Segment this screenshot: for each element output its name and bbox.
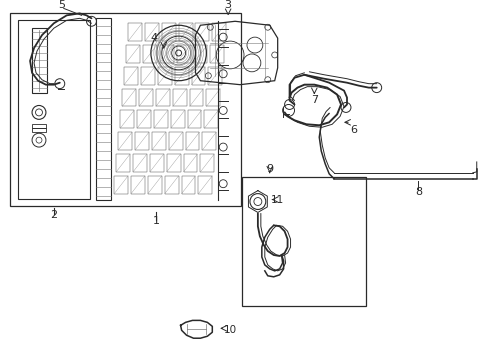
Bar [124,67,138,85]
Text: 4: 4 [150,33,157,43]
Bar [242,177,365,306]
Text: 8: 8 [414,186,421,197]
Bar [191,67,205,85]
Bar [32,28,47,93]
Text: 11: 11 [270,194,284,204]
Bar [32,128,46,132]
Bar [174,67,188,85]
Bar [135,132,149,150]
Bar [208,67,222,85]
Bar [118,132,132,150]
Bar [131,176,144,194]
Bar [178,23,192,41]
Text: 3: 3 [224,0,231,10]
Text: 2: 2 [50,210,57,220]
Bar [32,124,46,128]
Bar [114,176,128,194]
Bar [187,111,201,128]
Bar [156,89,169,107]
Bar [172,89,186,107]
Bar [170,111,184,128]
Bar [122,89,136,107]
Bar [206,89,220,107]
Bar [198,176,212,194]
Bar [162,23,175,41]
Text: 6: 6 [350,125,357,135]
Bar [202,132,216,150]
Bar [133,154,147,172]
Bar [148,176,162,194]
Bar [154,111,167,128]
Bar [10,13,241,207]
Text: 9: 9 [265,164,273,174]
Bar [193,45,207,63]
Bar [144,23,159,41]
Bar [142,45,157,63]
Bar [204,111,218,128]
Bar [160,45,173,63]
Text: 10: 10 [223,325,236,335]
Bar [139,89,153,107]
Bar [164,176,178,194]
Bar [210,45,224,63]
Bar [126,45,140,63]
Text: 1: 1 [152,216,159,226]
Bar [116,154,130,172]
Bar [200,154,214,172]
Bar [212,23,226,41]
Bar [150,154,163,172]
Bar [158,67,171,85]
Bar [185,132,199,150]
Bar [195,23,209,41]
Bar [176,45,190,63]
Bar [166,154,180,172]
Bar [189,89,203,107]
Bar [96,18,111,199]
Bar [152,132,165,150]
Text: 5: 5 [58,0,65,10]
Bar [183,154,197,172]
Bar [168,132,182,150]
Bar [128,23,142,41]
Bar [181,176,195,194]
Text: 7: 7 [310,95,317,104]
Bar [18,20,89,199]
Bar [137,111,151,128]
Bar [120,111,134,128]
Bar [141,67,155,85]
